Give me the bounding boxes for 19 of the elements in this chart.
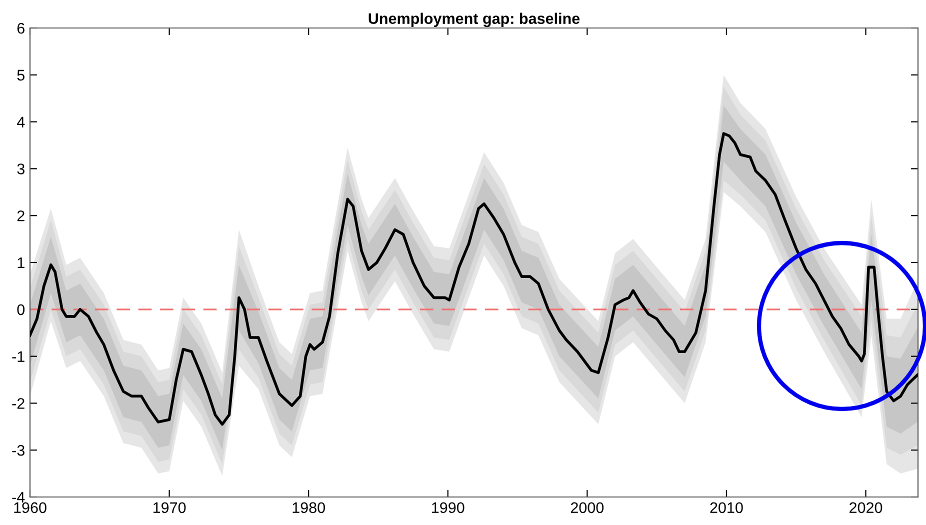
y-tick-label: -1: [12, 351, 24, 362]
x-tick-label: 2000: [570, 502, 604, 514]
x-tick-label: 1980: [292, 502, 325, 514]
y-tick-label: 4: [16, 116, 25, 128]
y-tick-label: -3: [12, 444, 24, 456]
x-tick-label: 2010: [710, 502, 743, 514]
y-tick-label: -4: [12, 492, 25, 503]
y-tick-label: 3: [17, 164, 24, 174]
x-tick-label: 2020: [850, 502, 882, 514]
y-tick-label: 6: [17, 22, 24, 34]
y-tick-label: -2: [12, 398, 24, 409]
y-tick-label: 5: [17, 70, 24, 81]
x-tick-label: 1970: [153, 502, 186, 514]
y-tick-label: 0: [17, 304, 25, 316]
y-tick-label: 1: [18, 258, 24, 268]
y-tick-label: 2: [17, 210, 24, 222]
x-tick-label: 1990: [432, 502, 464, 514]
x-tick-label: 1960: [14, 502, 46, 514]
chart-title: Unemployment gap: baseline: [368, 12, 580, 28]
